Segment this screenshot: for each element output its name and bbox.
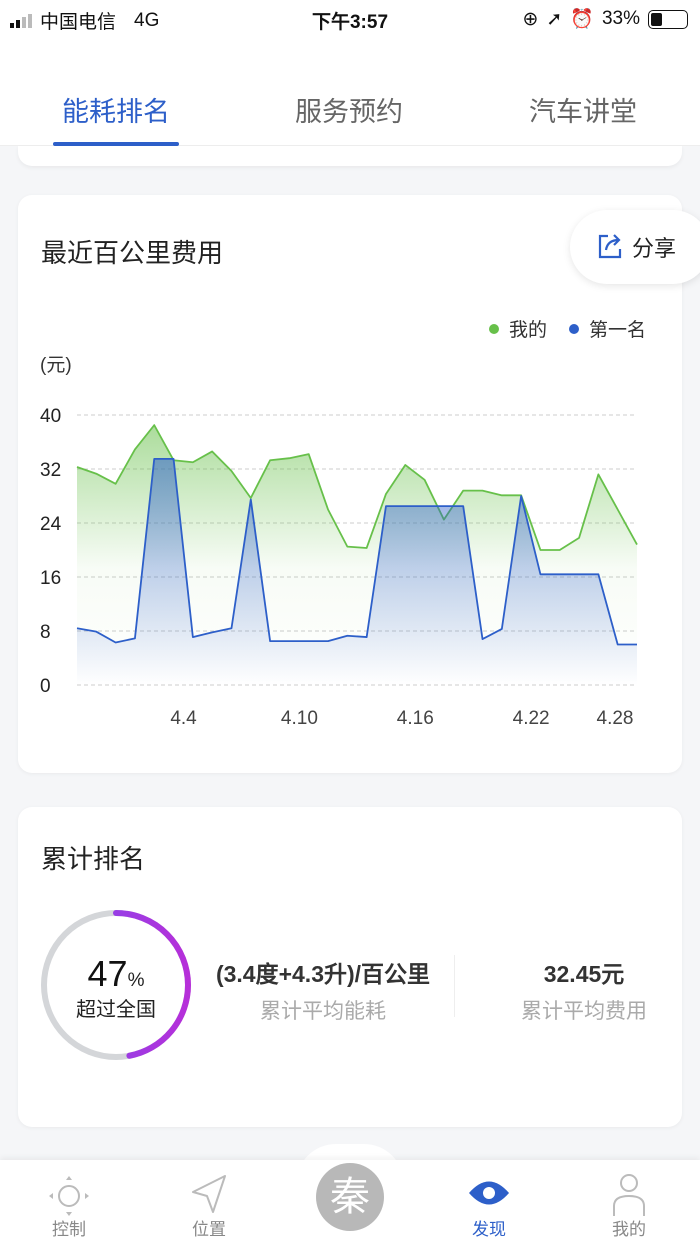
card-title: 最近百公里费用 [41, 238, 224, 268]
series-line-0 [76, 424, 638, 551]
x-tick-label: 4.4 [170, 708, 197, 729]
nav-location[interactable]: 位置 [159, 1160, 259, 1244]
x-tick-label: 4.10 [281, 708, 318, 729]
x-tick-label: 4.28 [597, 708, 634, 729]
brand-logo-button[interactable]: 秦 [316, 1163, 384, 1231]
status-bar: 中国电信 4G 下午3:57 ⊕ ➚ ⏰ 33% [0, 0, 700, 38]
percent-label: 超过全国 [76, 999, 156, 1021]
avg-cost: 32.45元 累计平均费用 [470, 955, 698, 1025]
tab-car-class[interactable]: 汽车讲堂 [529, 97, 637, 127]
previous-card [18, 146, 682, 166]
share-label: 分享 [632, 236, 677, 261]
percent-ring [41, 910, 191, 1060]
y-tick-label: 40 [40, 406, 61, 427]
joystick-icon [49, 1176, 89, 1216]
series-area-0 [77, 425, 637, 685]
legend-first: 第一名 [568, 315, 646, 342]
series-line-1 [76, 457, 637, 646]
percent-readout: 47% 超过全国 [46, 953, 186, 1022]
tab-service-booking[interactable]: 服务预约 [295, 97, 403, 127]
signal-icon [10, 13, 32, 28]
avg-energy-value: (3.4度+4.3升)/百公里 [215, 961, 431, 987]
tab-bar: 能耗排名 服务预约 汽车讲堂 [0, 38, 700, 146]
battery-percent: 33% [601, 8, 640, 29]
user-icon [613, 1174, 645, 1216]
cost-line-chart: (元) 0 8 16 24 32 40 4.4 4.10 4.16 4.22 4.28 [40, 355, 638, 729]
y-tick-label: 16 [40, 568, 61, 589]
y-tick-label: 32 [40, 460, 61, 481]
alarm-icon: ⏰ [570, 9, 594, 30]
y-tick-label: 24 [40, 514, 62, 535]
eye-icon [469, 1181, 509, 1205]
network: 4G [134, 9, 160, 31]
ranking-card: 累计排名 [18, 807, 682, 1127]
rotation-lock-icon: ⊕ [522, 8, 539, 30]
active-tab-indicator [53, 142, 179, 146]
clock: 下午3:57 [311, 12, 389, 33]
y-axis-unit: (元) [40, 355, 72, 376]
share-button[interactable]: 分享 [570, 210, 700, 284]
chart-legend: 我的 第一名 [488, 315, 646, 342]
legend-mine: 我的 [488, 315, 547, 342]
y-tick-label: 8 [40, 622, 51, 643]
battery-icon [648, 9, 688, 29]
nav-discover[interactable]: 发现 [439, 1160, 539, 1244]
y-tick-label: 0 [40, 676, 51, 697]
ring-progress [41, 910, 191, 1060]
nav-mine[interactable]: 我的 [579, 1160, 679, 1244]
tab-energy-ranking[interactable]: 能耗排名 [62, 97, 170, 127]
location-icon: ➚ [546, 8, 563, 30]
x-tick-label: 4.22 [513, 708, 550, 729]
card-title: 累计排名 [41, 844, 146, 874]
avg-energy: (3.4度+4.3升)/百公里 累计平均能耗 [195, 955, 451, 1025]
percent-value: 47 [87, 953, 128, 994]
avg-cost-value: 32.45元 [543, 961, 625, 987]
x-tick-label: 4.16 [397, 708, 434, 729]
share-icon [598, 234, 622, 259]
avg-cost-label: 累计平均费用 [521, 1000, 647, 1023]
carrier: 中国电信 [40, 12, 117, 33]
nav-control[interactable]: 控制 [19, 1160, 119, 1244]
divider [454, 955, 455, 1017]
series-area-1 [77, 458, 637, 685]
avg-energy-label: 累计平均能耗 [260, 1000, 386, 1023]
percent-sign: % [127, 970, 145, 991]
location-arrow-icon [192, 1175, 226, 1213]
